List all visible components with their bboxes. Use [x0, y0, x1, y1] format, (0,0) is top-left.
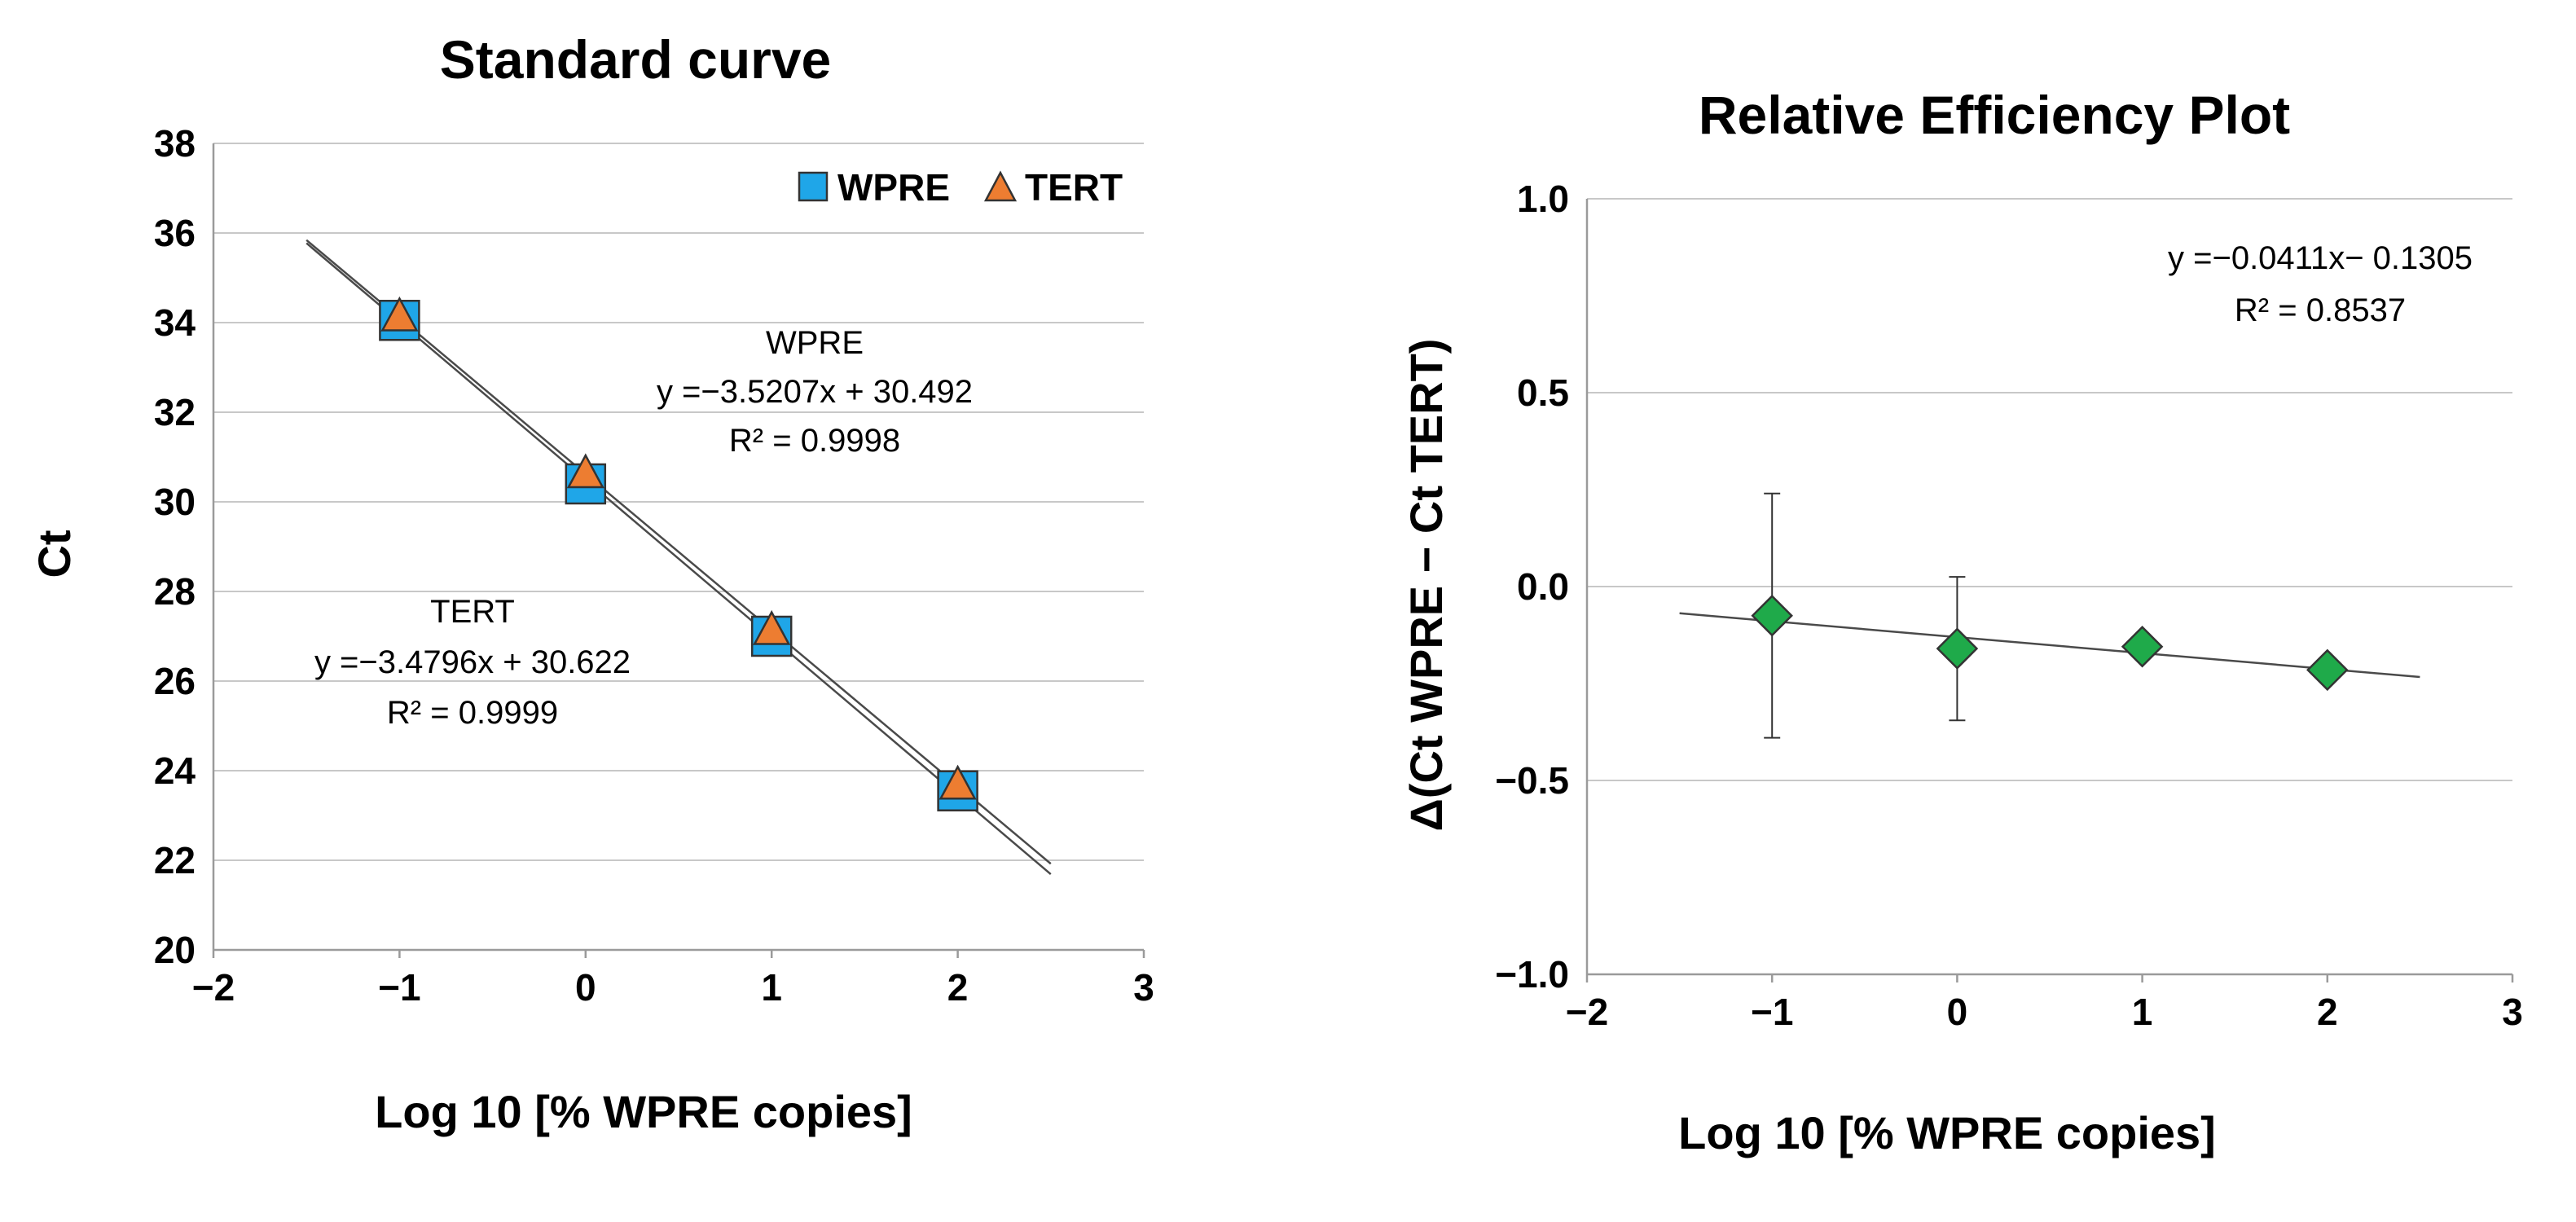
y-tick-label: 1.0 [1517, 178, 1569, 220]
y-tick-label: 0.0 [1517, 565, 1569, 608]
annotation-line: y =−3.4796x + 30.622 [314, 644, 631, 680]
y-tick-label: 34 [154, 301, 196, 344]
x-tick-label: 0 [575, 966, 596, 1009]
y-tick-label: 28 [154, 570, 196, 613]
data-points [1751, 594, 2349, 692]
data-point [753, 609, 791, 645]
x-tick-label: 0 [1947, 991, 1968, 1033]
x-axis-label: Log 10 [% WPRE copies] [375, 1086, 912, 1137]
data-point [939, 764, 977, 800]
trendline [1679, 612, 2420, 679]
annotation-line: y =−0.0411x− 0.1305 [2168, 240, 2473, 276]
x-tick-label: −1 [1751, 991, 1793, 1033]
y-tick-label: 26 [154, 660, 196, 702]
y-tick-label: 0.5 [1517, 371, 1569, 414]
annotation-line: R² = 0.8537 [2235, 292, 2406, 328]
x-tick-label: 3 [1133, 966, 1154, 1009]
legend: WPRE TERT [798, 166, 1123, 209]
relative-efficiency-chart: Relative Efficiency Plot −1.0 −0.5 0.0 0.5 1… [1400, 85, 2523, 1158]
annotation-line: TERT [430, 594, 515, 630]
legend-marker-tert [983, 170, 1018, 202]
x-tick-label: 1 [761, 966, 782, 1009]
x-tick-label: 3 [2502, 991, 2523, 1033]
y-tick-label: 24 [154, 749, 196, 792]
tick-labels: 20 22 24 26 28 30 32 34 36 38 −2 −1 0 1 2 3 [154, 122, 1154, 1009]
y-tick-label: 38 [154, 122, 196, 165]
grid [1587, 198, 2512, 781]
data-point [1751, 594, 1793, 637]
y-axis-label: Ct [29, 530, 80, 578]
chart-title: Standard curve [440, 29, 832, 90]
trendline [306, 239, 1052, 865]
legend-label-wpre: WPRE [837, 166, 950, 209]
data-point [566, 453, 604, 489]
y-tick-label: 20 [154, 929, 196, 971]
chart-title: Relative Efficiency Plot [1699, 85, 2290, 145]
error-bars [1764, 492, 1966, 739]
x-tick-label: 2 [947, 966, 969, 1009]
trendline-annotation: y =−0.0411x− 0.1305 R² = 0.8537 [2168, 240, 2473, 328]
trendline-annotation-tert: TERT y =−3.4796x + 30.622 R² = 0.9999 [314, 594, 631, 731]
y-tick-label: −1.0 [1495, 953, 1569, 996]
y-tick-label: 30 [154, 481, 196, 523]
annotation-line: R² = 0.9999 [387, 695, 558, 731]
trendline [306, 242, 1052, 875]
trendlines [1679, 612, 2420, 679]
x-tick-label: −2 [1566, 991, 1608, 1033]
annotation-line: y =−3.5207x + 30.492 [657, 374, 973, 410]
x-tick-label: 1 [2132, 991, 2153, 1033]
axes [1585, 199, 2514, 982]
tick-labels: −1.0 −0.5 0.0 0.5 1.0 −2 −1 0 1 2 3 [1495, 178, 2523, 1033]
data-point [2306, 648, 2349, 692]
annotation-line: R² = 0.9998 [729, 423, 900, 459]
data-points [379, 296, 978, 811]
annotation-line: WPRE [766, 325, 864, 361]
y-tick-label: 22 [154, 839, 196, 881]
x-tick-label: 2 [2317, 991, 2338, 1033]
trendline-annotation-wpre: WPRE y =−3.5207x + 30.492 R² = 0.9998 [657, 325, 973, 459]
data-point [380, 296, 419, 332]
y-axis-label: Δ(Ct WPRE − Ct TERT) [1400, 339, 1452, 832]
y-tick-label: 32 [154, 391, 196, 433]
legend-label-tert: TERT [1025, 166, 1123, 209]
y-tick-label: −0.5 [1495, 759, 1569, 802]
legend-marker-wpre [798, 171, 829, 202]
axes [212, 143, 1145, 958]
trendlines [306, 239, 1052, 875]
x-axis-label: Log 10 [% WPRE copies] [1678, 1107, 2216, 1158]
grid [213, 143, 1144, 861]
data-point [1936, 627, 1979, 670]
y-tick-label: 36 [154, 212, 196, 254]
x-tick-label: −2 [192, 966, 235, 1009]
x-tick-label: −1 [378, 966, 420, 1009]
data-point [2121, 626, 2164, 668]
